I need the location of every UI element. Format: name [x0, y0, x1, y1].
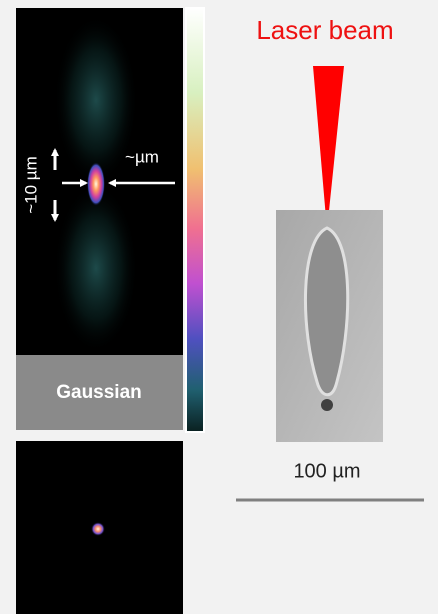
width-label: ~10 µm: [21, 156, 40, 214]
spot: [91, 522, 105, 536]
beam-focus: [87, 162, 105, 206]
colorbar: [186, 8, 204, 432]
profile-label: Gaussian: [56, 382, 142, 403]
figure: Gaussian ~10 µm ~µm Laser beam 100 µm: [0, 0, 438, 614]
scale-label: 100 µm: [293, 460, 360, 482]
height-label: ~µm: [125, 147, 159, 166]
beam-lobe: [54, 183, 138, 353]
laser-cone: [313, 66, 344, 230]
cavity-tip: [321, 399, 333, 411]
title: Laser beam: [256, 15, 393, 45]
